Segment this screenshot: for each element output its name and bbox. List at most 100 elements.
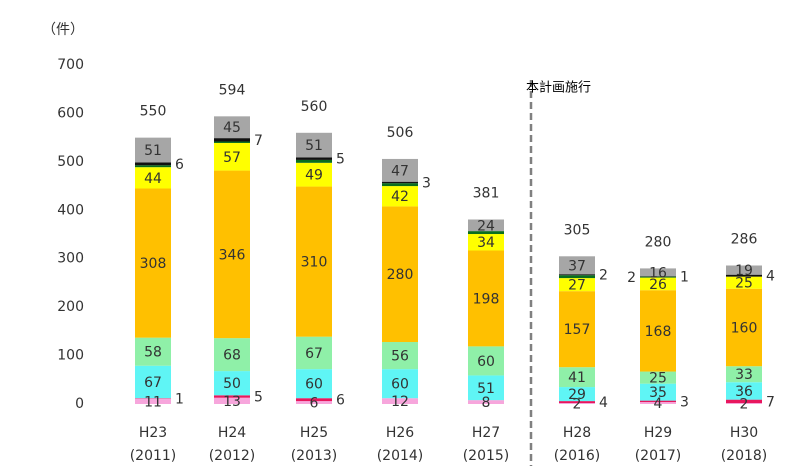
data-label: 67	[305, 346, 323, 362]
data-label: 4	[599, 395, 608, 411]
bar-segment	[559, 387, 595, 402]
x-tick-sublabel: (2015)	[463, 448, 510, 464]
data-label: 44	[144, 171, 162, 187]
bar-segment	[382, 206, 418, 343]
bar-segment	[468, 400, 504, 404]
bar-segment	[382, 398, 418, 404]
bar-segment	[214, 141, 250, 143]
bar-segment	[135, 162, 171, 166]
x-tick-sublabel: (2014)	[377, 448, 424, 464]
data-label: 56	[391, 349, 409, 365]
data-label: 57	[223, 150, 241, 166]
bar-segment	[214, 395, 250, 398]
bar-segment	[559, 256, 595, 275]
data-label: 2	[627, 270, 636, 286]
bar-segment	[214, 338, 250, 372]
bar-segment	[468, 250, 504, 347]
y-tick-label: 700	[57, 57, 84, 73]
bar-segment	[726, 274, 762, 277]
data-label: 68	[223, 348, 241, 364]
data-label: 5	[254, 389, 263, 405]
bar-segment	[382, 369, 418, 399]
bar-segment	[296, 159, 332, 163]
bar-segment	[559, 275, 595, 279]
data-label: 50	[223, 376, 241, 392]
data-label: 25	[735, 276, 753, 292]
bar-segment	[214, 138, 250, 142]
bar-segment	[559, 274, 595, 276]
bar-segment	[296, 369, 332, 399]
x-tick-sublabel: (2018)	[721, 448, 768, 464]
data-label: 51	[477, 381, 495, 397]
y-tick-label: 300	[57, 251, 84, 267]
bar-segment	[296, 132, 332, 158]
bar-segment	[726, 276, 762, 289]
bar-segment	[726, 265, 762, 275]
data-label: 35	[649, 385, 667, 401]
data-label: 2	[740, 397, 749, 413]
bar-segment	[640, 371, 676, 384]
data-label: 42	[391, 189, 409, 205]
bar-segment	[640, 402, 676, 404]
data-label: 45	[223, 120, 241, 136]
bar-segment	[382, 181, 418, 184]
data-label: 7	[254, 133, 263, 149]
x-tick-sublabel: (2012)	[209, 448, 256, 464]
x-tick-label: H29	[644, 425, 672, 441]
bar-segment	[726, 288, 762, 367]
data-label: 37	[568, 258, 586, 274]
bar-segment	[468, 375, 504, 401]
bar-segment	[559, 403, 595, 404]
bar-segment	[214, 170, 250, 339]
data-label: 2	[599, 268, 608, 284]
bar-segment	[726, 399, 762, 404]
x-tick-sublabel: (2017)	[635, 448, 682, 464]
bar-segment	[135, 398, 171, 404]
data-label: 6	[310, 396, 319, 412]
bar-segment	[468, 234, 504, 251]
data-label: 16	[649, 265, 667, 281]
data-label: 51	[305, 138, 323, 154]
y-tick-label: 600	[57, 105, 84, 121]
bar-segment	[135, 188, 171, 338]
annotation: 本計画施行	[526, 80, 591, 96]
bar-segment	[640, 400, 676, 403]
data-label: 58	[144, 345, 162, 361]
x-tick-sublabel: (2016)	[554, 448, 601, 464]
data-label: 280	[387, 267, 414, 283]
data-label: 7	[766, 394, 775, 410]
bar-segment	[296, 157, 332, 160]
data-label: 24	[477, 218, 495, 234]
data-label: 8	[482, 395, 491, 411]
bar-segment	[640, 268, 676, 277]
data-label: 198	[473, 291, 500, 307]
y-tick-label: 200	[57, 299, 84, 315]
x-tick-label: H30	[730, 425, 758, 441]
data-label: 47	[391, 163, 409, 179]
bar-segment	[296, 336, 332, 370]
data-label: 25	[649, 371, 667, 387]
bar-segment	[296, 162, 332, 187]
bar-segment	[214, 371, 250, 396]
total-label: 286	[731, 231, 758, 247]
x-tick-label: H24	[218, 425, 246, 441]
bar-segment	[296, 398, 332, 402]
data-label: 168	[645, 324, 672, 340]
bar-segment	[640, 290, 676, 372]
bar-segment	[726, 403, 762, 404]
x-tick-label: H23	[139, 425, 167, 441]
data-label: 1	[680, 269, 689, 285]
x-tick-label: H26	[386, 425, 414, 441]
data-label: 36	[735, 384, 753, 400]
y-tick-label: 400	[57, 202, 84, 218]
bar-segment	[640, 277, 676, 291]
y-tick-label: 0	[75, 396, 84, 412]
x-tick-label: H25	[300, 425, 328, 441]
x-tick-label: H27	[472, 425, 500, 441]
data-label: 41	[568, 370, 586, 386]
total-label: 506	[387, 125, 414, 141]
data-label: 4	[654, 396, 663, 412]
data-label: 6	[336, 393, 345, 409]
data-label: 157	[564, 322, 591, 338]
